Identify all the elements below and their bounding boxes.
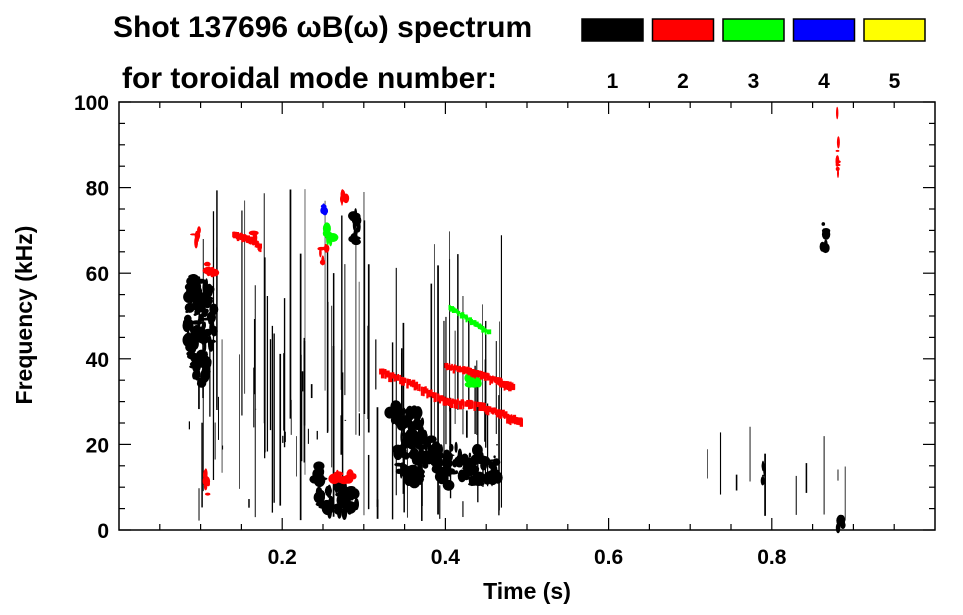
blob-mode1-10	[483, 455, 503, 486]
chart-title-line1: Shot 137696 ωB(ω) spectrum	[113, 11, 532, 44]
blob-mode1-2	[189, 352, 212, 388]
x-axis-title: Time (s)	[483, 578, 571, 604]
blob-mode1-11	[384, 400, 407, 427]
legend-swatch-4	[792, 18, 856, 42]
blob-mode4-25	[320, 203, 328, 216]
y-axis-title: Frequency (kHz)	[11, 226, 37, 405]
legend-swatch-5	[863, 18, 926, 42]
blob-mode1-4	[309, 461, 328, 497]
x-tick-label: 0.8	[757, 546, 787, 569]
y-tick-label: 100	[74, 92, 109, 115]
x-tick-label: 0.4	[431, 546, 461, 569]
blob-mode1-13	[819, 222, 831, 254]
y-tick-label: 0	[97, 520, 109, 543]
ridge-mode3-2	[448, 304, 492, 335]
blob-mode2-22	[835, 106, 841, 179]
legend-label-5: 5	[889, 70, 901, 93]
legend-swatch-3	[722, 18, 785, 42]
blob-mode1-3	[313, 478, 360, 520]
x-tick-label: 0.6	[594, 546, 623, 569]
blob-mode1-9	[460, 443, 491, 487]
blob-mode3-23	[322, 222, 339, 247]
ridge-mode2-1	[444, 362, 516, 392]
blob-mode1-1	[183, 274, 209, 316]
blob-mode2-21	[202, 468, 211, 496]
ridge-mode2-3	[232, 231, 262, 253]
blob-mode1-5	[348, 208, 362, 246]
blob-mode2-18	[317, 244, 330, 266]
blob-mode1-12	[760, 460, 766, 486]
blob-mode1-14	[835, 514, 846, 534]
blob-mode2-20	[328, 469, 357, 485]
legend-swatch-2	[651, 18, 715, 42]
y-tick-label: 40	[86, 349, 109, 372]
y-tick-label: 60	[86, 263, 109, 286]
legend-swatch-1	[581, 18, 644, 42]
x-tick-label: 0.2	[268, 546, 297, 569]
legend-label-1: 1	[607, 70, 619, 93]
legend-label-3: 3	[748, 70, 760, 93]
y-tick-label: 80	[86, 178, 109, 201]
chart-title-line2: for toroidal mode number:	[122, 62, 497, 95]
legend-label-2: 2	[677, 70, 689, 93]
blob-mode2-19	[340, 189, 350, 206]
plot-data	[182, 106, 846, 534]
legend-label-4: 4	[818, 70, 830, 93]
blob-mode1-7	[396, 405, 428, 449]
y-tick-label: 20	[86, 434, 109, 457]
ridge-mode2-0	[379, 368, 523, 427]
blob-mode2-15	[202, 261, 220, 278]
blob-mode2-16	[190, 226, 201, 249]
legend: 1 2 3 4 5	[581, 18, 926, 93]
axis-ticks: 0.2 0.4 0.6 0.8 0 20 40 60 80 100	[74, 92, 935, 569]
